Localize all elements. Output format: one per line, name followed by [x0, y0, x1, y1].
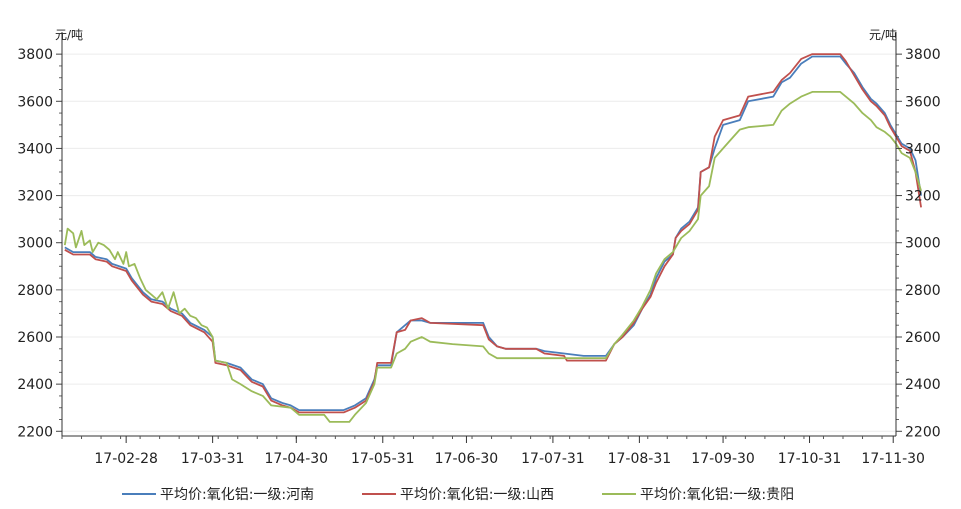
x-tick-label: 17-10-31: [778, 451, 842, 467]
x-tick-label: 17-05-31: [351, 451, 415, 467]
series-line-1: [64, 55, 922, 412]
legend-label-2: 平均价:氧化铝:一级:山西: [400, 487, 554, 503]
x-tick-label: 17-03-31: [181, 451, 245, 467]
y-tick-label-left: 2400: [17, 377, 53, 393]
y-tick-label-right: 2600: [905, 330, 941, 346]
x-tick-label: 17-07-31: [521, 451, 585, 467]
y-tick-label-right: 2200: [905, 424, 941, 440]
legend-label-1: 平均价:氧化铝:一级:河南: [160, 487, 314, 503]
x-tick-label: 17-09-30: [691, 451, 755, 467]
axes: 2200 2200 2400 2400 2600 2600 2800 2800 3000 3000…: [17, 32, 941, 467]
x-tick-label: 17-02-28: [94, 451, 158, 467]
y-tick-label-left: 3600: [17, 94, 53, 110]
x-tick-label: 17-08-31: [608, 451, 672, 467]
y-tick-label-left: 3400: [17, 141, 53, 157]
series-line-2: [64, 53, 922, 414]
y-tick-label-right: 3600: [905, 94, 941, 110]
legend-label-3: 平均价:氧化铝:一级:贵阳: [640, 487, 794, 503]
x-tick-label: 17-11-30: [861, 451, 925, 467]
right-unit-label: 元/吨: [869, 28, 897, 42]
series-line-3: [63, 91, 922, 423]
y-tick-label-left: 2600: [17, 330, 53, 346]
left-unit-label: 元/吨: [55, 28, 83, 42]
legend: 平均价:氧化铝:一级:河南 平均价:氧化铝:一级:山西 平均价:氧化铝:一级:贵阳: [122, 487, 794, 503]
x-tick-label: 17-04-30: [265, 451, 329, 467]
y-tick-label-left: 2200: [17, 424, 53, 440]
y-tick-label-right: 2400: [905, 377, 941, 393]
y-tick-label-left: 2800: [17, 283, 53, 299]
y-tick-label-right: 2800: [905, 283, 941, 299]
x-tick-label: 17-06-30: [435, 451, 499, 467]
y-tick-label-right: 3000: [905, 236, 941, 252]
gridlines: [62, 53, 896, 432]
y-tick-label-left: 3800: [17, 47, 53, 63]
y-tick-label-right: 3200: [905, 189, 941, 205]
y-tick-label-left: 3200: [17, 189, 53, 205]
series-layer: [63, 53, 922, 423]
y-tick-label-right: 3800: [905, 47, 941, 63]
y-tick-label-left: 3000: [17, 236, 53, 252]
y-tick-label-right: 3400: [905, 141, 941, 157]
